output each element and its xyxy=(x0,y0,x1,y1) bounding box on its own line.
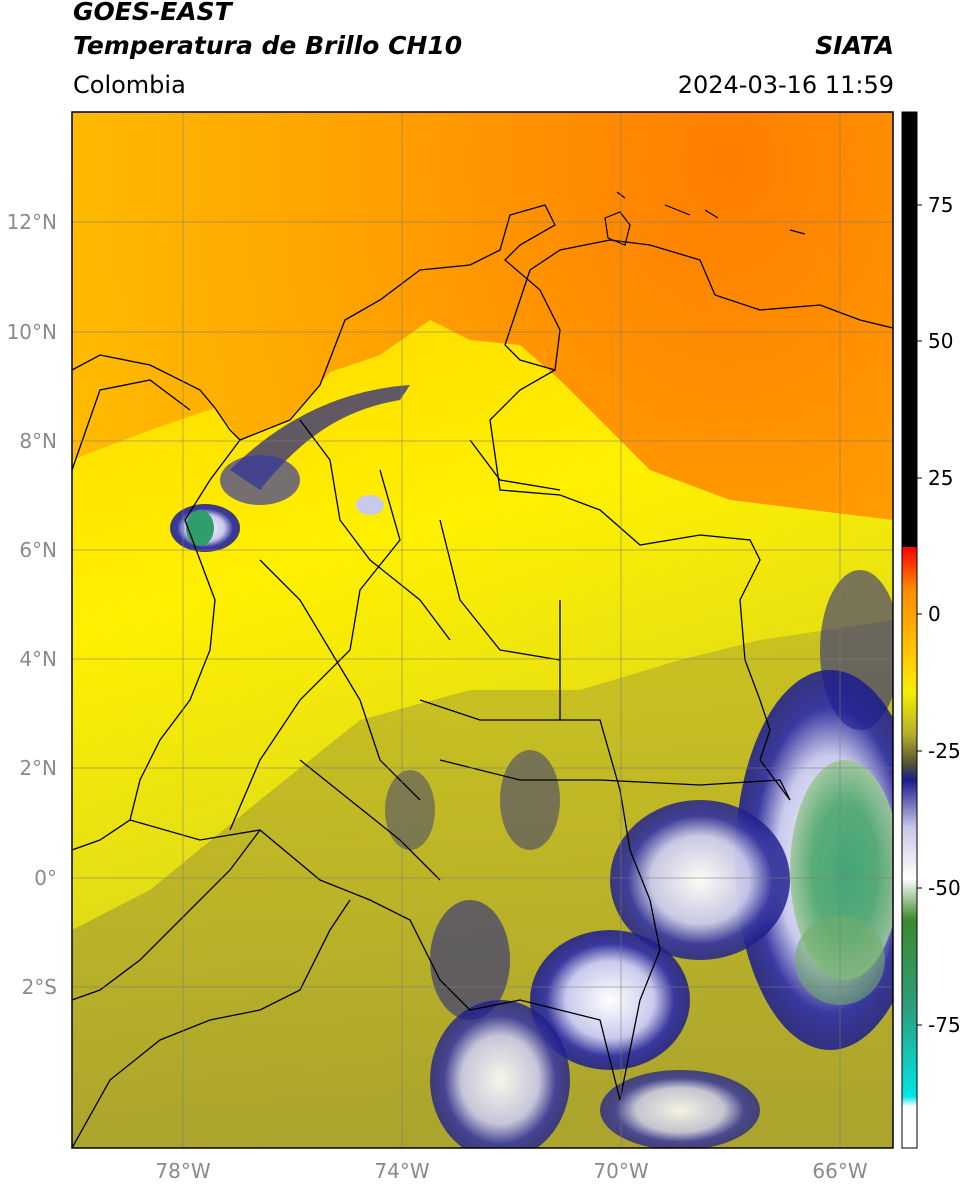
region-label: Colombia xyxy=(73,71,186,99)
colorbar-tick: -50 xyxy=(928,876,961,900)
lon-tick: 78°W xyxy=(155,1159,210,1183)
product-title: Temperatura de Brillo CH10 xyxy=(73,31,463,60)
lat-tick: 0° xyxy=(34,866,57,890)
longitude-labels: 78°W 74°W 70°W 66°W xyxy=(155,1159,867,1183)
lat-tick: 2°S xyxy=(22,975,57,999)
lat-tick: 2°N xyxy=(19,756,57,780)
colorbar-tick: 25 xyxy=(928,466,953,490)
timestamp-label: 2024-03-16 11:59 xyxy=(677,71,894,99)
lat-tick: 8°N xyxy=(19,429,57,453)
brightness-temperature-field xyxy=(72,112,893,1148)
lon-tick: 74°W xyxy=(374,1159,429,1183)
source-label: SIATA xyxy=(815,31,894,60)
colorbar: 75 50 25 0 -25 -50 -75 xyxy=(901,111,961,1149)
colorbar-tick: 75 xyxy=(928,193,953,217)
lon-tick: 66°W xyxy=(812,1159,867,1183)
lon-tick: 70°W xyxy=(593,1159,648,1183)
lat-tick: 4°N xyxy=(19,647,57,671)
satellite-title: GOES-EAST xyxy=(73,0,232,26)
coastlines-and-borders xyxy=(72,204,893,1148)
lat-tick: 6°N xyxy=(19,538,57,562)
colorbar-tick: 0 xyxy=(928,602,941,626)
lat-tick: 10°N xyxy=(7,320,57,344)
map-frame xyxy=(71,111,894,1149)
colorbar-tick: -75 xyxy=(928,1013,961,1037)
colorbar-tick: 50 xyxy=(928,329,953,353)
colorbar-tick: -25 xyxy=(928,739,961,763)
lat-tick: 12°N xyxy=(7,210,57,234)
colorbar-scale xyxy=(901,111,918,1149)
latitude-labels: 12°N 10°N 8°N 6°N 4°N 2°N 0° 2°S xyxy=(7,210,57,999)
gridlines xyxy=(72,112,893,1148)
